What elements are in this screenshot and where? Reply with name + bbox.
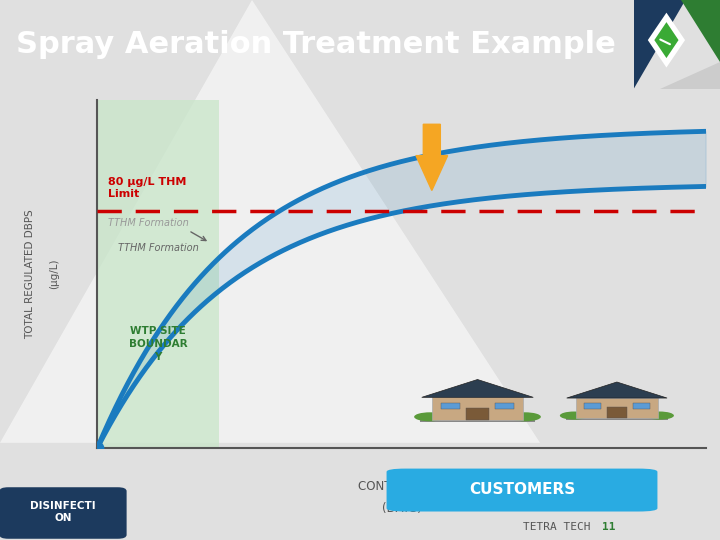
Text: (DAYS): (DAYS) [382,502,421,515]
Text: WTP SITE
BOUNDAR
Y: WTP SITE BOUNDAR Y [129,326,187,362]
Bar [566,417,668,420]
Text: (µg/L): (µg/L) [50,259,60,289]
Text: CUSTOMERS: CUSTOMERS [469,482,575,497]
Text: Spray Aeration Treatment Example: Spray Aeration Treatment Example [16,30,616,59]
Polygon shape [422,380,534,397]
Polygon shape [649,15,683,65]
Bar [441,402,460,409]
Bar [466,408,489,420]
Ellipse shape [509,413,541,421]
Polygon shape [567,382,667,398]
FancyArrow shape [416,124,448,191]
Ellipse shape [645,411,674,420]
Bar [576,398,658,419]
Text: CONTACT TIME: CONTACT TIME [358,480,445,492]
Text: TOTAL REGULATED DBPS: TOTAL REGULATED DBPS [25,209,35,339]
Bar [495,402,514,409]
Polygon shape [0,0,540,443]
Ellipse shape [414,413,446,421]
Bar [633,403,650,409]
FancyBboxPatch shape [0,487,127,539]
Polygon shape [681,0,720,62]
Bar [607,407,627,419]
Text: 80 µg/L THM
Limit: 80 µg/L THM Limit [108,177,186,199]
Bar [97,100,219,448]
Text: TTHM Formation: TTHM Formation [119,242,199,253]
Text: DISINFECTI
ON: DISINFECTI ON [30,501,96,523]
Bar [420,418,534,422]
Text: TTHM Formation: TTHM Formation [108,218,189,228]
Text: TETRA TECH: TETRA TECH [523,522,590,532]
Polygon shape [634,0,685,89]
Bar [584,403,601,409]
Polygon shape [660,62,720,89]
Text: 11: 11 [602,522,616,532]
FancyBboxPatch shape [387,469,657,511]
Bar [432,397,523,420]
Polygon shape [654,22,678,58]
Ellipse shape [560,411,588,420]
